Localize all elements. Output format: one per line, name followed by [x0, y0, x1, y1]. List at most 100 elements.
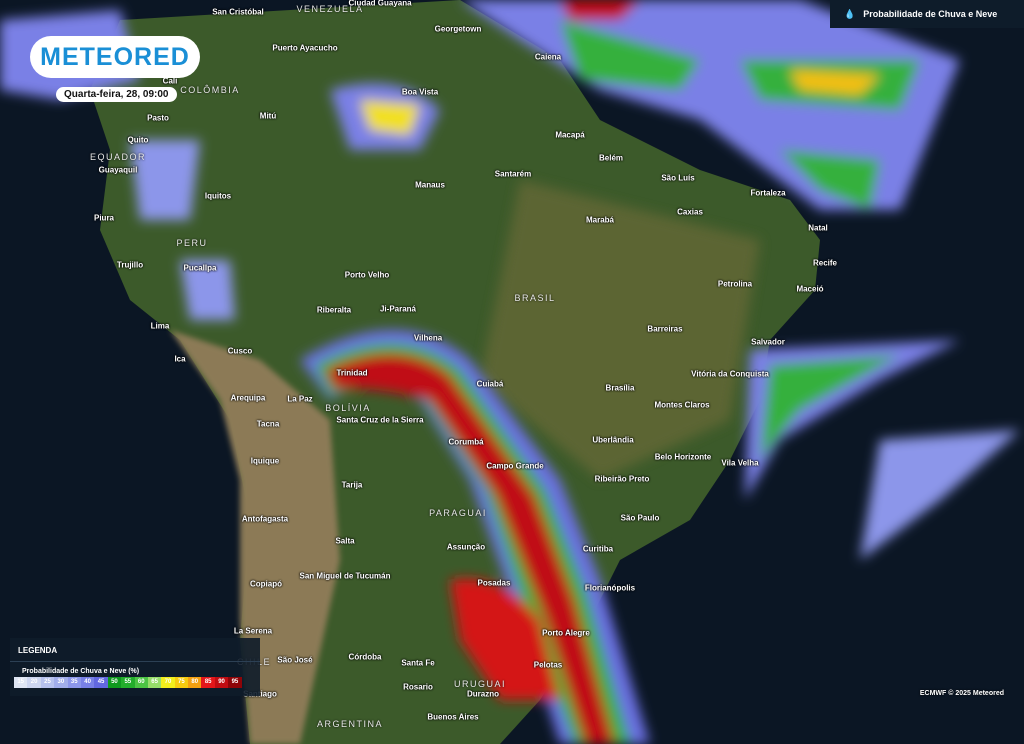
city-label: Piura: [93, 213, 115, 223]
country-label: COLÔMBIA: [180, 85, 240, 95]
city-label: Vila Velha: [721, 458, 759, 468]
city-label: Quito: [127, 135, 149, 145]
city-label: Santarém: [494, 169, 532, 179]
city-label: Barreiras: [647, 324, 683, 334]
city-label: Trinidad: [336, 368, 368, 378]
city-label: Ribeirão Preto: [594, 474, 650, 484]
city-label: Uberlândia: [592, 435, 634, 445]
legend-step: 40: [80, 677, 95, 688]
city-label: Salta: [335, 536, 355, 546]
forecast-datetime[interactable]: Quarta-feira, 28, 09:00: [56, 87, 177, 102]
legend-step: 55: [121, 677, 135, 688]
land-andes: [170, 330, 340, 744]
city-label: Recife: [812, 258, 838, 268]
country-label: PERU: [176, 238, 208, 248]
city-label: Florianópolis: [584, 583, 636, 593]
attribution: ECMWF © 2025 Meteored: [919, 690, 1004, 697]
legend-step: 25: [40, 677, 55, 688]
city-label: Maceió: [796, 284, 824, 294]
city-label: São Paulo: [620, 513, 660, 523]
city-label: Antofagasta: [241, 514, 289, 524]
city-label: Ica: [174, 354, 186, 364]
city-label: Vitória da Conquista: [691, 369, 769, 379]
country-label: URUGUAI: [453, 679, 507, 689]
city-label: Assunção: [446, 542, 486, 552]
legend-scale: 15 20 25 30 35 40 45 50 55 60 65 70 75 80 85 90 95: [14, 677, 260, 688]
city-label: Puerto Ayacucho: [272, 43, 338, 53]
legend-step: 35: [67, 677, 81, 688]
legend-step: 65: [147, 677, 162, 688]
city-label: Trujillo: [116, 260, 144, 270]
city-label: Salvador: [751, 337, 785, 347]
city-label: Caiena: [534, 52, 562, 62]
city-label: Vilhena: [413, 333, 443, 343]
legend-step: 70: [161, 677, 175, 688]
city-label: Belo Horizonte: [654, 452, 712, 462]
legend-step: 75: [174, 677, 189, 688]
legend-subtitle: Probabilidade de Chuva e Neve (%): [22, 668, 140, 675]
city-label: Caxias: [677, 207, 703, 217]
city-label: Curitiba: [582, 544, 614, 554]
layer-label: Probabilidade de Chuva e Neve: [863, 9, 998, 19]
city-label: Santa Cruz de la Sierra: [336, 415, 424, 425]
city-label: Iquique: [250, 456, 280, 466]
city-label: Santa Fe: [401, 658, 435, 668]
city-label: Posadas: [477, 578, 511, 588]
layer-title[interactable]: 💧 Probabilidade de Chuva e Neve: [830, 0, 1024, 28]
city-label: Porto Velho: [344, 270, 390, 280]
legend-panel: LEGENDA Probabilidade de Chuva e Neve (%…: [10, 638, 260, 696]
city-label: Petrolina: [717, 279, 753, 289]
legend-step: 45: [94, 677, 108, 688]
country-label: VENEZUELA: [296, 4, 364, 14]
city-label: Fortaleza: [750, 188, 786, 198]
legend-title: LEGENDA: [10, 638, 260, 662]
city-label: Montes Claros: [654, 400, 710, 410]
city-label: Mitú: [259, 111, 277, 121]
city-label: La Paz: [287, 394, 313, 404]
country-label: PARAGUAI: [429, 508, 487, 518]
city-label: Pucallpa: [183, 263, 217, 273]
city-label: Boa Vista: [401, 87, 439, 97]
country-label: EQUADOR: [89, 152, 147, 162]
legend-step: 20: [27, 677, 41, 688]
city-label: Ciudad Guayana: [348, 0, 412, 8]
city-label: San Miguel de Tucumán: [299, 571, 391, 581]
city-label: Lima: [150, 321, 170, 331]
water-drop-icon: 💧: [844, 8, 856, 19]
legend-step: 80: [188, 677, 202, 688]
city-label: Marabá: [585, 215, 615, 225]
city-label: La Serena: [233, 626, 273, 636]
city-label: Córdoba: [348, 652, 382, 662]
city-label: Porto Alegre: [542, 628, 590, 638]
city-label: Guayaquil: [98, 165, 138, 175]
city-label: Georgetown: [434, 24, 482, 34]
legend-step: 15: [14, 677, 28, 688]
city-label: Cali: [162, 76, 178, 86]
country-label: ARGENTINA: [316, 719, 384, 729]
legend-step: 85: [201, 677, 215, 688]
city-label: Tarija: [341, 480, 363, 490]
city-label: Pelotas: [533, 660, 563, 670]
country-label: BRASIL: [514, 293, 556, 303]
country-label: BOLÍVIA: [325, 403, 371, 413]
city-label: Natal: [808, 223, 828, 233]
meteored-logo[interactable]: METEORED: [30, 36, 200, 78]
city-label: Ji-Paraná: [379, 304, 417, 314]
city-label: Campo Grande: [486, 461, 544, 471]
legend-step: 95: [228, 677, 242, 688]
city-label: Copiapó: [250, 579, 282, 589]
city-label: Manaus: [415, 180, 445, 190]
city-label: Buenos Aires: [427, 712, 479, 722]
city-label: Cuiabá: [476, 379, 504, 389]
city-label: São Luís: [661, 173, 695, 183]
city-label: São José: [277, 655, 313, 665]
city-label: Belém: [598, 153, 624, 163]
city-label: Cusco: [227, 346, 253, 356]
city-label: Brasília: [605, 383, 635, 393]
city-label: Pasto: [147, 113, 169, 123]
city-label: Arequipa: [230, 393, 266, 403]
legend-step: 30: [54, 677, 68, 688]
legend-step: 60: [134, 677, 148, 688]
